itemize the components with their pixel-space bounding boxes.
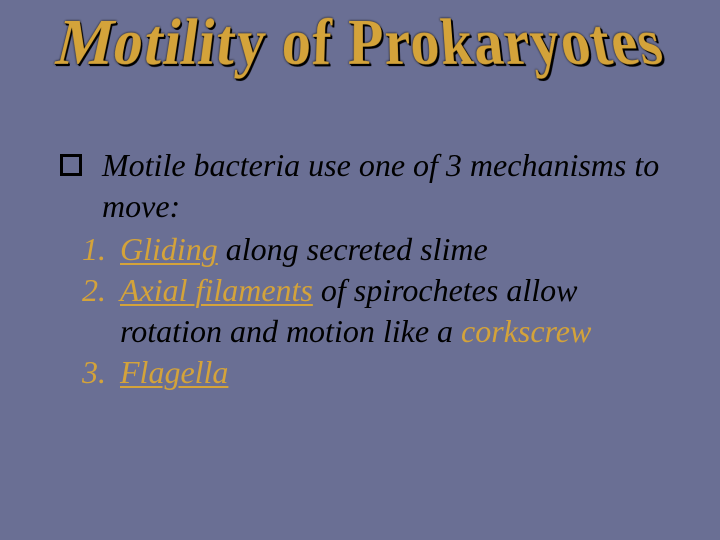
slide-title-wrap: Motility of Prokaryotes: [0, 12, 720, 81]
list-number: 3.: [60, 352, 106, 393]
list-text: Flagella: [120, 352, 680, 393]
list-number: 2.: [60, 270, 106, 311]
list-text: Gliding along secreted slime: [120, 229, 680, 270]
list-item: 3. Flagella: [60, 352, 680, 393]
term-highlight: corkscrew: [461, 313, 591, 349]
term-highlight: Gliding: [120, 231, 218, 267]
bullet-item: Motile bacteria use one of 3 mechanisms …: [60, 145, 680, 227]
list-text-rest: along secreted slime: [218, 231, 488, 267]
term-highlight: Flagella: [120, 354, 228, 390]
list-number: 1.: [60, 229, 106, 270]
bullet-text: Motile bacteria use one of 3 mechanisms …: [102, 145, 680, 227]
slide-title: Motility of Prokaryotes: [49, 6, 671, 81]
list-item: 1. Gliding along secreted slime: [60, 229, 680, 270]
checkbox-icon: [60, 154, 82, 176]
list-text: Axial filaments of spirochetes allow rot…: [120, 270, 680, 352]
term-highlight: Axial filaments: [120, 272, 313, 308]
list-item: 2. Axial filaments of spirochetes allow …: [60, 270, 680, 352]
slide-content: Motile bacteria use one of 3 mechanisms …: [60, 145, 680, 393]
